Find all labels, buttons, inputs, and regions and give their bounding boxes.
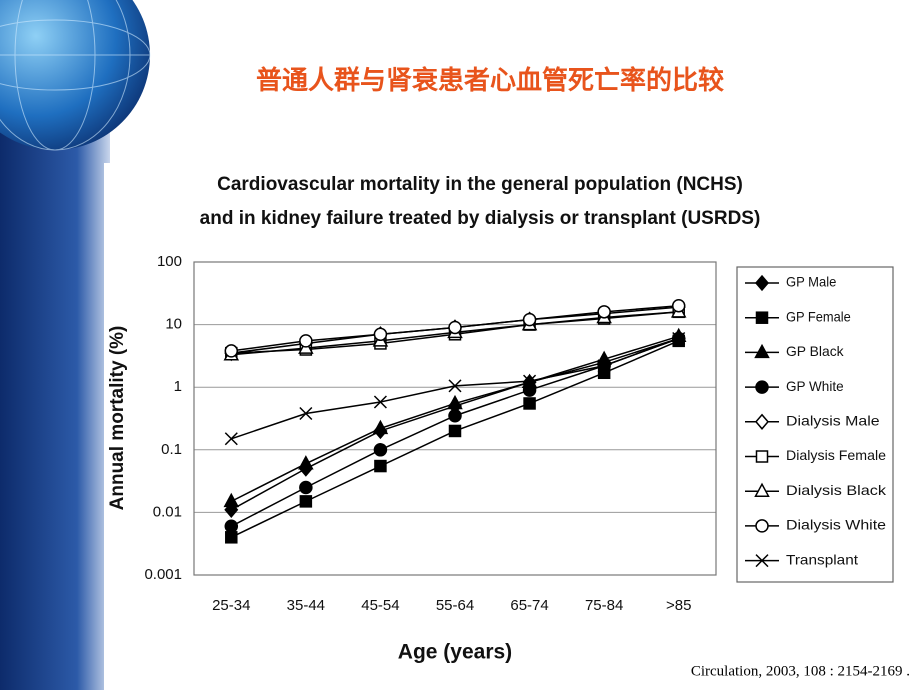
data-point bbox=[597, 305, 611, 319]
globe bbox=[0, 0, 150, 150]
y-tick-label: 0.1 bbox=[161, 441, 182, 458]
data-point bbox=[447, 394, 463, 410]
data-point bbox=[448, 379, 462, 393]
x-tick-label: 55-64 bbox=[436, 597, 474, 614]
legend-marker bbox=[755, 274, 769, 292]
data-point bbox=[373, 443, 388, 457]
y-axis-label: Annual mortality (%) bbox=[107, 326, 128, 511]
globe-grid bbox=[0, 0, 151, 151]
x-tick-label: 25-34 bbox=[212, 597, 250, 614]
data-point bbox=[523, 374, 537, 388]
data-point bbox=[374, 459, 387, 473]
data-point bbox=[522, 312, 537, 327]
y-tick-label: 0.01 bbox=[153, 503, 182, 520]
legend-marker bbox=[754, 343, 770, 359]
data-point bbox=[373, 395, 387, 409]
legend-label: GP Black bbox=[786, 343, 845, 359]
legend-marker bbox=[755, 380, 769, 394]
data-point bbox=[223, 492, 240, 508]
x-tick-label: >85 bbox=[666, 597, 691, 614]
legend-marker bbox=[755, 450, 769, 463]
y-tick-label: 0.001 bbox=[144, 566, 182, 583]
data-point bbox=[299, 406, 313, 421]
data-point bbox=[299, 495, 313, 508]
data-point bbox=[523, 397, 536, 410]
data-point bbox=[225, 531, 238, 544]
legend-marker bbox=[755, 413, 769, 430]
data-point bbox=[448, 408, 462, 423]
legend-label: GP White bbox=[786, 378, 844, 394]
data-point bbox=[597, 359, 611, 373]
legend-label: Dialysis Black bbox=[786, 482, 887, 498]
data-point bbox=[373, 327, 388, 342]
legend-label: GP Male bbox=[786, 274, 837, 290]
legend-marker bbox=[754, 482, 770, 497]
legend-label: Dialysis Female bbox=[786, 447, 886, 463]
plot-frame bbox=[193, 261, 717, 576]
x-tick-label: 35-44 bbox=[287, 597, 325, 614]
citation: Circulation, 2003, 108 : 2154-2169 . bbox=[691, 663, 910, 679]
data-point bbox=[522, 383, 537, 397]
data-point bbox=[224, 344, 239, 358]
legend-label: Dialysis Male bbox=[786, 413, 880, 429]
x-tick-label: 45-54 bbox=[361, 597, 399, 614]
chart-title: Cardiovascular mortality in the general … bbox=[199, 174, 761, 229]
x-tick-label: 75-84 bbox=[585, 597, 623, 614]
y-tick-label: 10 bbox=[165, 316, 182, 333]
data-point bbox=[448, 424, 462, 438]
legend-marker bbox=[755, 519, 769, 533]
data-point bbox=[671, 299, 686, 313]
data-point bbox=[448, 320, 462, 335]
data-point bbox=[298, 455, 314, 470]
data-point bbox=[224, 519, 239, 534]
data-point bbox=[672, 331, 686, 346]
data-point bbox=[224, 432, 238, 446]
legend-label: Dialysis White bbox=[786, 517, 886, 533]
legend-marker bbox=[755, 554, 769, 568]
data-point bbox=[372, 419, 389, 435]
slide-title: 普通人群与肾衰患者心血管死亡率的比较 bbox=[256, 65, 724, 95]
data-point bbox=[299, 480, 313, 495]
y-tick-label: 1 bbox=[174, 378, 182, 395]
data-point bbox=[299, 334, 313, 348]
legend-marker bbox=[755, 311, 769, 324]
legend-label: GP Female bbox=[786, 308, 851, 324]
x-axis-label: Age (years) bbox=[398, 641, 512, 664]
legend-label: Transplant bbox=[786, 551, 858, 567]
y-tick-label: 100 bbox=[157, 253, 182, 270]
x-tick-label: 65-74 bbox=[510, 597, 548, 614]
